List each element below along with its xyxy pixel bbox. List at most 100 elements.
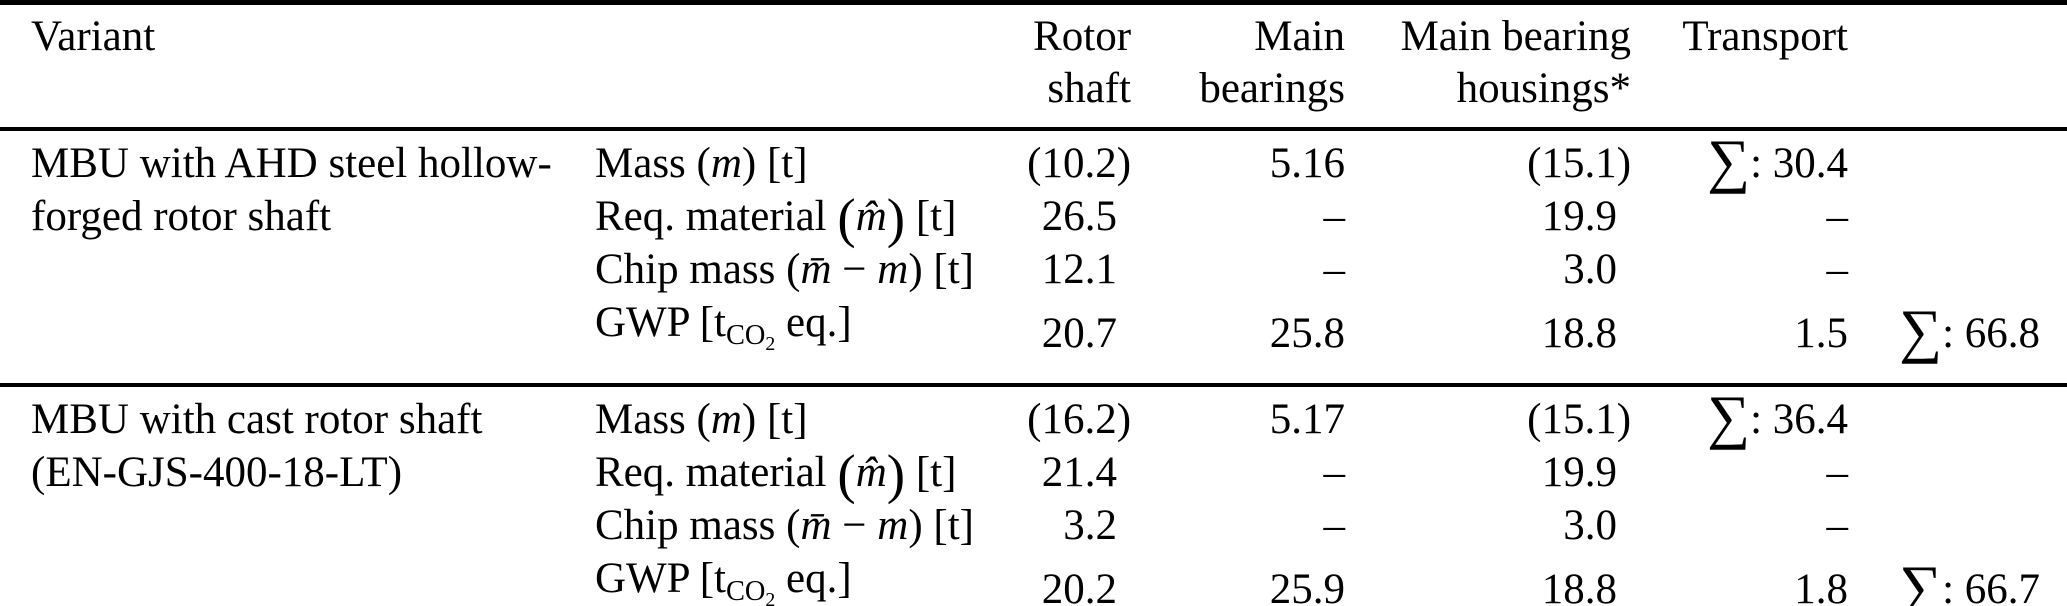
cell-mass-rotor-shaft: (10.2) — [1027, 139, 1132, 187]
formula-segment-sub: CO — [725, 319, 766, 351]
metric-label-req-material: Req. material (m̂) [t] — [560, 446, 1000, 501]
variant-block-ahd-steel: MBU with AHD steel hollow- forged rotor … — [0, 129, 2067, 385]
metric-label-mass: Mass (m) [t] — [560, 385, 1000, 446]
header-transport-label: Transport — [1682, 13, 1849, 60]
formula-segment-italic: m̄ — [800, 501, 832, 549]
cell-gwp-main-bearings: 25.8 — [1269, 309, 1346, 357]
variant-name-line1: MBU with AHD steel hollow- — [31, 139, 552, 187]
formula-segment-roman: [t] — [905, 192, 957, 240]
formula-segment-roman: GWP [t — [595, 554, 726, 602]
cell-mass-housings: (15.1) — [1527, 139, 1632, 187]
formula-segment-italic: m — [877, 245, 909, 293]
formula-segment-roman: : 66.7 — [1942, 565, 2041, 606]
variant-block-cast: MBU with cast rotor shaft (EN-GJS-400-18… — [0, 384, 2067, 606]
formula-segment-subsub: 2 — [765, 588, 776, 606]
formula-segment-bigparen: ) — [886, 187, 906, 249]
formula-segment-sum: ∑ — [1707, 127, 1751, 195]
formula-segment-roman: ) [t] — [908, 245, 974, 293]
formula-segment-roman: : 30.4 — [1750, 139, 1849, 187]
metric-label-gwp: GWP [tCO2 eq.] — [560, 552, 1000, 606]
row-mass: MBU with cast rotor shaft (EN-GJS-400-18… — [0, 385, 2067, 495]
cell-mass-total: ∑: 30.4 — [1631, 129, 1849, 191]
cell-gwp-rotor-shaft: 20.7 — [1041, 309, 1118, 357]
variant-name: MBU with cast rotor shaft (EN-GJS-400-18… — [0, 385, 560, 606]
header-rotor-shaft-line2: shaft — [1047, 65, 1132, 112]
formula-segment-roman: − — [831, 245, 878, 293]
cell-req-housings: 19.9 — [1541, 192, 1618, 240]
formula-segment-roman: : 66.8 — [1942, 309, 2041, 357]
cell-gwp-grand-total: ∑: 66.8 — [1848, 296, 2067, 385]
cell-gwp-grand-total: ∑: 66.7 — [1848, 552, 2067, 606]
header-main-bearings: Main bearings — [1131, 3, 1345, 129]
variant-name-line1: MBU with cast rotor shaft — [31, 395, 483, 443]
formula-segment-bigparen: ( — [837, 443, 856, 505]
formula-segment-roman: Chip mass ( — [595, 245, 801, 293]
header-housings-line1: Main bearing — [1400, 13, 1632, 60]
row-chip-mass: Chip mass (m̄ − m) [t] 3.2 – 3.0 – — [0, 499, 2067, 552]
table-header: Variant Rotor shaft Main bearings Main b… — [0, 3, 2067, 129]
formula-segment-italic: m — [877, 501, 909, 549]
formula-segment-roman: eq.] — [775, 554, 852, 602]
header-variant: Variant — [0, 3, 1000, 129]
formula-segment-roman: Mass ( — [595, 395, 711, 443]
header-housings-line2: housings* — [1456, 65, 1632, 112]
formula-segment-roman: eq.] — [775, 298, 852, 346]
formula-segment-sub: CO — [725, 575, 766, 606]
row-gwp: GWP [tCO2 eq.] 20.2 25.9 18.8 1.8 ∑: 66.… — [0, 552, 2067, 606]
formula-segment-sum: ∑ — [1707, 383, 1751, 451]
header-main-bearing-housings: Main bearing housings* — [1345, 3, 1631, 129]
cell-chip-transport: – — [1826, 501, 1849, 549]
metric-label-chip-mass: Chip mass (m̄ − m) [t] — [560, 499, 1000, 552]
header-rotor-shaft: Rotor shaft — [1000, 3, 1131, 129]
cell-req-main-bearings: – — [1323, 448, 1346, 496]
cell-chip-transport: – — [1826, 245, 1849, 293]
metric-label-chip-mass: Chip mass (m̄ − m) [t] — [560, 243, 1000, 296]
cell-mass-main-bearings: 5.16 — [1269, 139, 1346, 187]
formula-segment-subsub: 2 — [765, 332, 776, 355]
cell-chip-housings: 3.0 — [1563, 501, 1618, 549]
row-mass: MBU with AHD steel hollow- forged rotor … — [0, 129, 2067, 239]
formula-segment-bigparen: ( — [837, 187, 856, 249]
cell-chip-rotor-shaft: 12.1 — [1041, 245, 1118, 293]
metric-label-mass: Mass (m) [t] — [560, 129, 1000, 190]
metric-label-gwp: GWP [tCO2 eq.] — [560, 296, 1000, 385]
cell-chip-grand-total-empty — [1848, 243, 2067, 296]
formula-segment-roman: ) [t] — [741, 139, 808, 187]
cell-req-rotor-shaft: 21.4 — [1041, 448, 1118, 496]
cell-req-rotor-shaft: 26.5 — [1041, 192, 1118, 240]
cell-mass-total: ∑: 36.4 — [1631, 385, 1848, 447]
cell-mass-main-bearings: 5.17 — [1269, 395, 1346, 443]
row-req-material: Req. material (m̂) [t] 21.4 – 19.9 – — [0, 446, 2067, 501]
row-chip-mass: Chip mass (m̄ − m) [t] 12.1 – 3.0 – — [0, 243, 2067, 296]
cell-mass-rotor-shaft: (16.2) — [1027, 395, 1132, 443]
cell-req-housings: 19.9 — [1541, 448, 1618, 496]
formula-segment-italic: m̄ — [800, 245, 832, 293]
cell-req-main-bearings: – — [1323, 192, 1346, 240]
formula-segment-roman: − — [831, 501, 878, 549]
formula-segment-roman: Chip mass ( — [595, 501, 801, 549]
formula-segment-roman: ) [t] — [908, 501, 974, 549]
header-main-bearings-line2: bearings — [1199, 65, 1346, 112]
header-variant-label: Variant — [31, 13, 156, 60]
formula-segment-roman: ) [t] — [741, 395, 808, 443]
header-rotor-shaft-line1: Rotor — [1033, 13, 1132, 60]
cell-req-transport: – — [1826, 192, 1849, 240]
cell-chip-grand-total-empty — [1848, 499, 2067, 552]
formula-segment-roman: Req. material — [595, 192, 838, 240]
header-total-empty — [1848, 3, 2067, 129]
formula-segment-roman: GWP [t — [595, 298, 726, 346]
formula-segment-sum: ∑ — [1899, 554, 1943, 606]
formula-segment-roman: Mass ( — [595, 139, 711, 187]
cell-mass-grand-total-empty — [1848, 129, 2067, 190]
cell-req-transport: – — [1826, 448, 1849, 496]
formula-segment-italic: m̂ — [855, 448, 887, 496]
formula-segment-roman: Req. material — [595, 448, 838, 496]
formula-segment-roman: [t] — [905, 448, 957, 496]
cell-chip-housings: 3.0 — [1563, 245, 1618, 293]
variant-name: MBU with AHD steel hollow- forged rotor … — [0, 129, 560, 385]
cell-chip-main-bearings: – — [1323, 245, 1346, 293]
metric-label-req-material: Req. material (m̂) [t] — [560, 190, 1000, 245]
cell-gwp-housings: 18.8 — [1541, 565, 1618, 606]
cell-gwp-transport: 1.8 — [1794, 565, 1849, 606]
